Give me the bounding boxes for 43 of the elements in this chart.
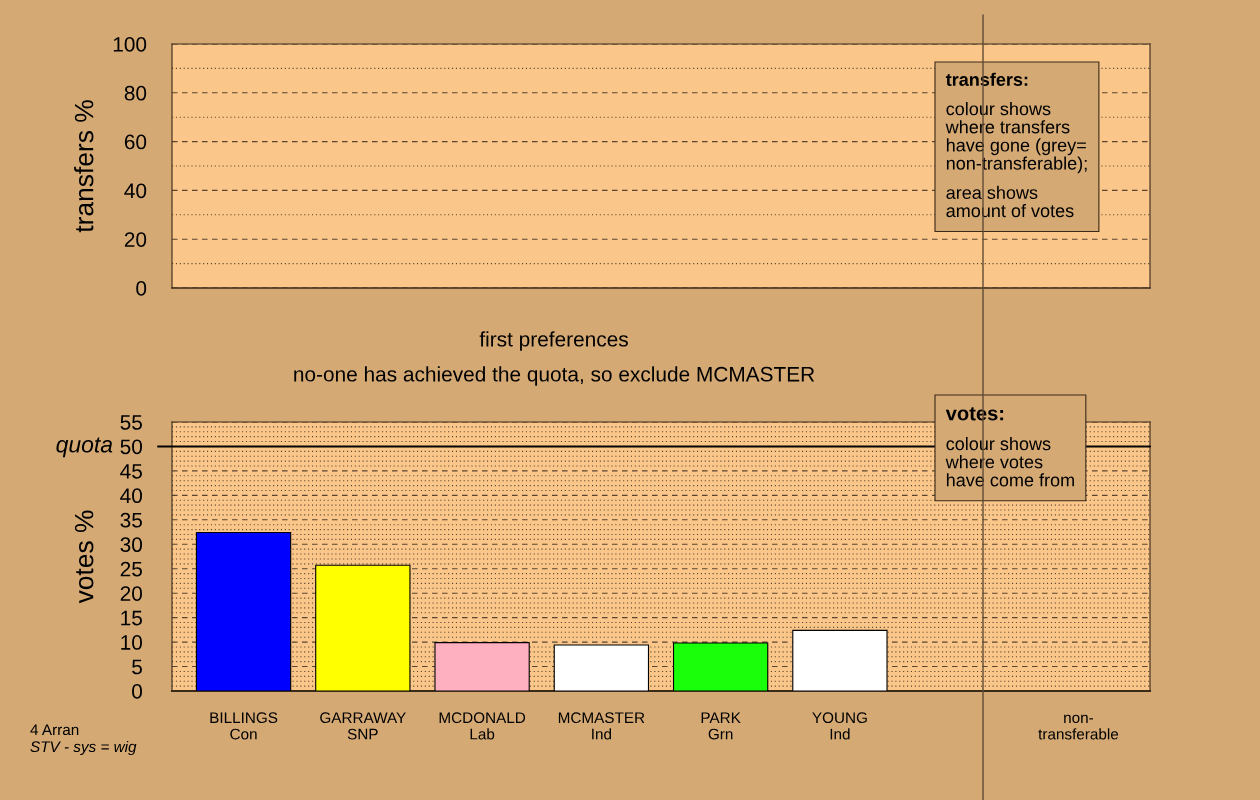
y-tick-label: 0 (136, 281, 147, 296)
x-tick-label: BILLINGS Con (210, 712, 278, 740)
y-tick-label: 45 (120, 464, 142, 479)
y-axis-title: votes % (74, 510, 94, 604)
x-tick-label: non- transferable (1038, 714, 1119, 740)
y-tick-label: 20 (124, 232, 147, 247)
y-tick-label: 5 (132, 659, 142, 675)
bar (315, 564, 411, 691)
annotation: colour shows where votes have come from (945, 436, 1074, 487)
y-tick-label: 0 (132, 684, 143, 699)
bar (792, 629, 888, 691)
y-tick-label: 30 (120, 537, 143, 553)
text: STV - sys = wig (30, 740, 137, 756)
y-tick-label: 20 (120, 586, 143, 601)
y-tick-label: 15 (121, 610, 142, 626)
y-tick-label: 40 (120, 488, 143, 504)
text: votes: (945, 407, 1004, 421)
annotation: area shows amount of votes (946, 185, 1074, 218)
y-axis-title: transfers % (74, 100, 94, 233)
bar (672, 642, 769, 691)
bar (195, 531, 292, 691)
bar (553, 644, 650, 691)
bar (434, 642, 530, 691)
x-tick-label: GARRAWAY SNP (320, 712, 406, 740)
y-tick-label: 55 (120, 415, 142, 430)
y-tick-label: 40 (124, 183, 147, 199)
text: 4 Arran (30, 724, 79, 736)
y-tick-label: 60 (124, 134, 147, 150)
annotation: transfers: (945, 72, 1028, 86)
y-tick-label: 100 (113, 37, 147, 52)
x-tick-label: MCMASTER Ind (558, 712, 645, 740)
y-tick-label: 25 (120, 561, 142, 577)
y-tick-label: 80 (124, 85, 147, 101)
x-tick-label: YOUNG Ind (812, 712, 867, 740)
x-tick-label: PARK Grn (701, 712, 741, 740)
ref-line-label: quota (56, 437, 113, 458)
y-tick-label: 50 (120, 439, 143, 455)
y-tick-label: 35 (120, 512, 142, 528)
y-tick-label: 10 (121, 635, 143, 650)
annotation: colour shows where transfers have gone (grey= non-transferable); (945, 102, 1087, 174)
chart-title: first preferences (479, 331, 628, 351)
chart-subtitle: no-one has achieved the quota, so exclude MCMASTER (294, 366, 815, 386)
x-tick-label: MCDONALD Lab (439, 712, 526, 740)
